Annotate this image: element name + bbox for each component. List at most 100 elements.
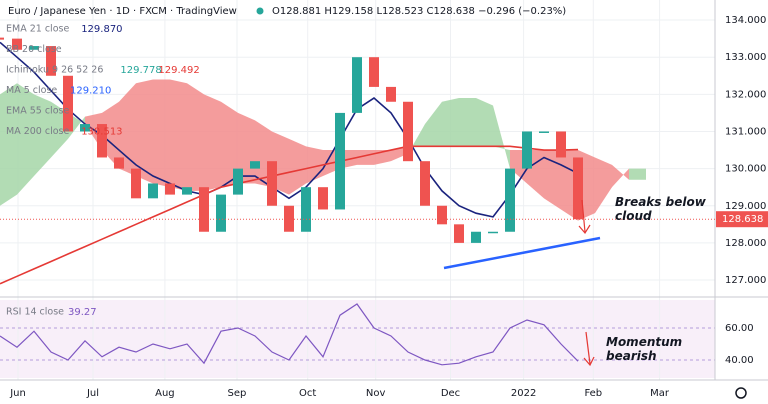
cloud-segment: [136, 79, 153, 184]
cloud-segment: [544, 150, 561, 210]
x-tick-label: Dec: [441, 388, 460, 399]
candle: [454, 224, 464, 243]
cloud-segment: [425, 101, 442, 147]
settings-icon[interactable]: [735, 387, 747, 399]
candle: [352, 57, 362, 113]
legend-value: 130.513: [81, 127, 122, 138]
cloud-segment: [476, 98, 493, 147]
x-tick-label: Oct: [299, 388, 316, 399]
cloud-segment: [493, 105, 510, 169]
legend-label: EMA 21 close: [6, 24, 69, 35]
candle: [63, 75, 73, 132]
legend-value: 129.492: [158, 65, 199, 76]
candle: [0, 37, 4, 40]
x-tick-label: Feb: [584, 388, 602, 399]
legend-label: MA 200 close: [6, 126, 69, 137]
cloud-segment: [459, 98, 476, 147]
candle: [301, 187, 311, 232]
x-tick-label: 2022: [511, 388, 536, 399]
cloud-segment: [0, 83, 17, 206]
candle: [114, 157, 124, 169]
y-tick-label: 132.000: [725, 89, 766, 100]
ohlc: O128.881 H129.158 L128.523 C128.638 −0.2…: [272, 6, 566, 17]
cloud-segment: [374, 150, 391, 165]
cloud-segment: [629, 168, 646, 180]
indicator-line: [0, 145, 579, 285]
candle: [97, 124, 107, 158]
candle: [539, 131, 549, 133]
candle: [199, 187, 209, 232]
candle: [148, 183, 158, 199]
cloud-segment: [221, 101, 238, 188]
candle: [216, 194, 226, 232]
rsi-value: 39.27: [68, 307, 97, 318]
cloud-segment: [153, 79, 170, 188]
chart-title: Euro / Japanese Yen · 1D · FXCM · Tradin…: [8, 6, 237, 17]
x-tick-label: Jun: [9, 388, 26, 399]
rsi-title: RSI 14 close: [6, 307, 64, 318]
legend-value: 129.778: [120, 65, 161, 76]
candle: [165, 183, 175, 195]
legend-label: MA 5 close: [6, 85, 57, 96]
x-tick-label: Mar: [650, 388, 670, 399]
y-tick-label: 131.000: [725, 126, 766, 137]
last-price-label: 128.638: [722, 214, 763, 225]
candle: [403, 101, 413, 162]
y-tick-label: 130.000: [725, 164, 766, 175]
candle: [182, 187, 192, 195]
y-tick-label: 60.00: [725, 323, 754, 334]
candle: [488, 231, 498, 234]
candle: [573, 157, 583, 220]
y-tick-label: 134.000: [725, 15, 766, 26]
x-tick-label: Nov: [366, 388, 386, 399]
legend-label: BB 20 close: [6, 44, 62, 55]
candle: [46, 46, 56, 76]
rsi-line: [0, 303, 579, 366]
x-tick-label: Aug: [155, 388, 175, 399]
cloud-segment: [17, 83, 34, 195]
x-tick-label: Jul: [86, 388, 99, 399]
cloud-segment: [612, 164, 629, 188]
last-price-tag: [716, 211, 768, 228]
status-dot: [256, 7, 264, 15]
candle: [29, 46, 39, 50]
candle: [318, 187, 328, 210]
cloud-segment: [34, 94, 51, 177]
y-tick-label: 129.000: [725, 201, 766, 212]
legend-value: 129.870: [81, 24, 122, 35]
legend-label: Ichimoku 9 26 52 26: [6, 65, 103, 76]
candle: [267, 161, 277, 206]
cloud-segment: [289, 138, 306, 195]
annotation: Momentum bearish: [606, 335, 682, 363]
y-tick-label: 128.000: [725, 238, 766, 249]
cloud-segment: [357, 150, 374, 165]
candle: [437, 205, 447, 225]
cloud-segment: [442, 98, 459, 147]
candle: [522, 131, 532, 169]
cloud-segment: [187, 83, 204, 191]
candle: [131, 168, 141, 199]
y-tick-label: 40.00: [725, 355, 754, 366]
trendline: [443, 236, 601, 270]
candle: [250, 161, 260, 169]
cloud-segment: [595, 157, 612, 214]
arrow: [583, 331, 595, 367]
arrow: [578, 199, 591, 235]
candle: [12, 38, 22, 50]
candle: [335, 112, 345, 210]
cloud-segment: [204, 94, 221, 191]
legend-value: 129.210: [70, 86, 111, 97]
rsi-panel: [0, 300, 715, 378]
candle: [80, 124, 90, 132]
indicator-line: [0, 41, 579, 218]
annotation: Breaks below cloud: [615, 195, 707, 223]
candle: [369, 57, 379, 87]
candle: [386, 86, 396, 102]
legend-label: EMA 55 close: [6, 106, 69, 117]
candle: [505, 168, 515, 232]
candle: [420, 161, 430, 206]
candle: [556, 131, 566, 158]
x-tick-label: Sep: [228, 388, 247, 399]
candle: [471, 231, 481, 243]
